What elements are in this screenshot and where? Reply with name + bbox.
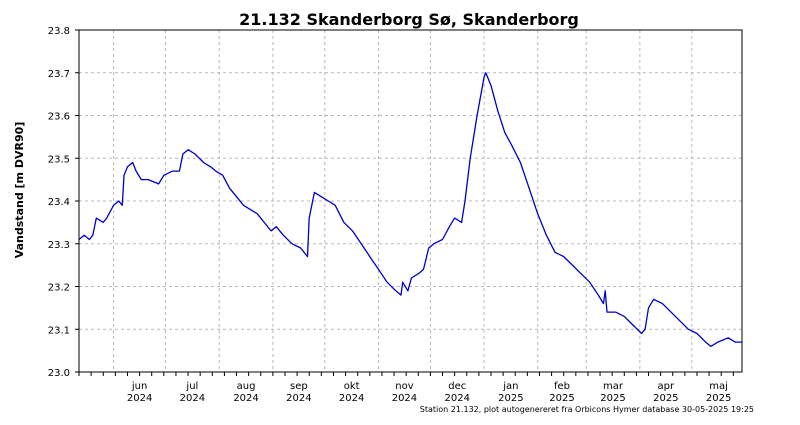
- x-tick-year: 2024: [180, 393, 205, 404]
- y-tick-label: 23.2: [48, 283, 70, 294]
- y-tick-label: 23.5: [48, 154, 70, 165]
- y-tick-label: 23.4: [48, 197, 70, 208]
- x-tick-month: apr: [658, 381, 675, 392]
- x-tick-year: 2024: [233, 393, 258, 404]
- y-tick-label: 23.7: [48, 69, 70, 80]
- chart-title: 21.132 Skanderborg Sø, Skanderborg: [239, 10, 579, 29]
- x-tick-year: 2024: [339, 393, 364, 404]
- x-tick-month: mar: [603, 381, 624, 392]
- y-tick-labels: 23.0 23.1 23.2 23.3 23.4 23.5 23.6 23.7 23.8: [48, 26, 79, 379]
- x-tick-year: 2025: [653, 393, 678, 404]
- y-tick-label: 23.8: [48, 26, 70, 37]
- x-tick-year: 2024: [445, 393, 470, 404]
- y-tick-label: 23.0: [48, 368, 70, 379]
- x-tick-month: feb: [554, 381, 570, 392]
- y-tick-label: 23.6: [48, 112, 70, 123]
- x-tick-month: okt: [344, 381, 360, 392]
- water-level-line: [78, 72, 742, 348]
- x-tick-month: jul: [185, 381, 198, 392]
- series-layer: [78, 72, 742, 348]
- x-tick-month: jun: [131, 381, 147, 392]
- x-tick-year: 2024: [127, 393, 152, 404]
- y-axis-label: Vandstand [m DVR90]: [13, 122, 26, 259]
- x-tick-labels: jun2024jul2024aug2024sep2024okt2024nov20…: [78, 372, 734, 404]
- x-tick-month: aug: [237, 381, 256, 392]
- x-tick-year: 2025: [600, 393, 625, 404]
- x-tick-year: 2024: [286, 393, 311, 404]
- x-tick-month: sep: [290, 381, 308, 392]
- x-tick-year: 2025: [498, 393, 523, 404]
- x-tick-month: maj: [709, 381, 728, 392]
- x-tick-year: 2024: [392, 393, 417, 404]
- x-tick-year: 2025: [549, 393, 574, 404]
- grid-lines: [79, 30, 742, 372]
- x-tick-month: dec: [448, 381, 466, 392]
- x-tick-month: nov: [395, 381, 413, 392]
- x-tick-month: jan: [502, 381, 518, 392]
- footer-note: Station 21.132, plot autogenereret fra O…: [420, 405, 754, 414]
- x-tick-year: 2025: [706, 393, 731, 404]
- y-tick-label: 23.3: [48, 240, 70, 251]
- y-tick-label: 23.1: [48, 325, 70, 336]
